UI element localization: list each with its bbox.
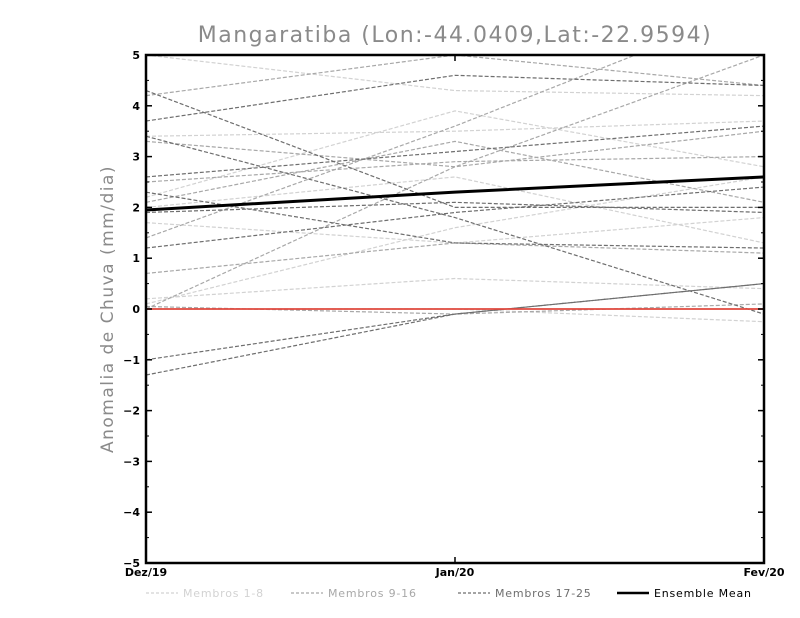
member-line <box>146 74 764 122</box>
y-tick-label: 2 <box>132 201 140 214</box>
member-line <box>146 191 764 249</box>
legend-label: Membros 17-25 <box>495 587 592 600</box>
member-line <box>146 120 764 137</box>
member-line <box>146 130 764 168</box>
y-tick-label: −4 <box>123 506 140 519</box>
y-tick-label: −1 <box>123 354 140 367</box>
chart-title: Mangaratiba (Lon:-44.0409,Lat:-22.9594) <box>198 23 713 48</box>
y-tick-label: 4 <box>132 100 140 113</box>
member-line <box>146 216 764 244</box>
member-line <box>146 55 764 97</box>
plot-area <box>146 55 764 376</box>
member-line <box>146 186 764 249</box>
member-line <box>146 308 764 323</box>
member-line <box>146 55 764 97</box>
y-tick-label: −3 <box>123 455 140 468</box>
x-tick-label: Fev/20 <box>743 566 784 579</box>
member-line <box>146 176 764 244</box>
y-tick-label: 1 <box>132 252 140 265</box>
y-tick-label: 5 <box>132 49 140 62</box>
ensemble-mean-line <box>146 175 764 212</box>
y-axis-label: Anomalia de Chuva (mm/dia) <box>98 165 118 453</box>
member-line <box>146 242 764 275</box>
member-line <box>146 283 764 361</box>
member-line <box>146 283 764 376</box>
y-tick-label: −5 <box>123 557 140 570</box>
y-tick-label: 0 <box>132 303 140 316</box>
legend-label: Membros 1-8 <box>183 587 264 600</box>
member-line <box>146 89 764 208</box>
member-line <box>146 55 764 310</box>
x-tick-label: Dez/19 <box>125 566 167 579</box>
member-line <box>146 176 764 305</box>
member-line <box>146 277 764 300</box>
legend-label: Membros 9-16 <box>328 587 417 600</box>
x-axis-ticks: Dez/19 Jan/20 Fev/20 <box>125 55 785 579</box>
member-line <box>146 135 764 315</box>
y-tick-label: 3 <box>132 151 140 164</box>
member-line <box>146 110 764 198</box>
member-line <box>146 55 637 239</box>
legend-label: Ensemble Mean <box>654 587 752 600</box>
member-line <box>146 156 764 183</box>
member-line <box>146 125 764 178</box>
y-tick-label: −2 <box>123 405 140 418</box>
legend: Membros 1-8 Membros 9-16 Membros 17-25 Ense… <box>146 587 752 600</box>
x-tick-label: Jan/20 <box>435 566 475 579</box>
y-axis-ticks: −5 −4 −3 −2 −1 0 1 2 3 4 5 <box>123 49 764 570</box>
